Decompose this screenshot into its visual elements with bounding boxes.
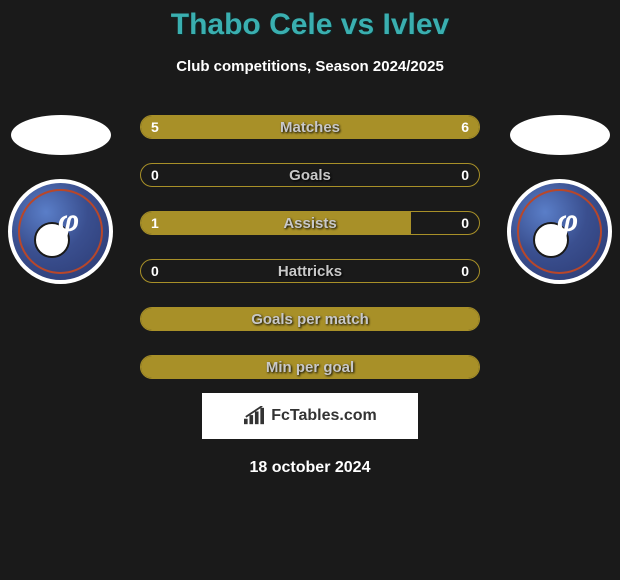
stat-row-goals-per-match: Goals per match <box>140 307 480 331</box>
watermark-logo-box: FcTables.com <box>202 393 418 439</box>
stat-label: Assists <box>283 215 336 232</box>
date-text: 18 october 2024 <box>250 459 371 477</box>
stat-row-min-per-goal: Min per goal <box>140 355 480 379</box>
stat-label: Hattricks <box>278 263 342 280</box>
infographic-container: Thabo Cele vs Ivlev Club competitions, S… <box>0 0 620 580</box>
stat-row-matches: 5 Matches 6 <box>140 115 480 139</box>
stat-row-hattricks: 0 Hattricks 0 <box>140 259 480 283</box>
stat-value-left: 0 <box>151 167 159 183</box>
stat-label: Min per goal <box>266 359 354 376</box>
stat-label: Matches <box>280 119 340 136</box>
player-right-column: φ <box>507 115 612 284</box>
subtitle: Club competitions, Season 2024/2025 <box>176 58 444 75</box>
comparison-title: Thabo Cele vs Ivlev <box>171 8 449 42</box>
stat-value-left: 1 <box>151 215 159 231</box>
player-right-avatar-placeholder <box>510 115 610 155</box>
stat-value-right: 0 <box>461 215 469 231</box>
stats-section: 5 Matches 6 0 Goals 0 1 Assists 0 0 Hatt… <box>140 115 480 379</box>
stat-label: Goals per match <box>251 311 369 328</box>
stat-fill-left <box>141 116 295 138</box>
watermark-text: FcTables.com <box>271 407 377 425</box>
badge-letter-icon: φ <box>557 205 578 239</box>
player-left-column: φ <box>8 115 113 284</box>
stat-value-right: 0 <box>461 167 469 183</box>
player-left-club-badge: φ <box>8 179 113 284</box>
player-left-avatar-placeholder <box>11 115 111 155</box>
badge-letter-icon: φ <box>58 205 79 239</box>
fctables-chart-icon <box>243 406 265 426</box>
stat-row-goals: 0 Goals 0 <box>140 163 480 187</box>
stat-label: Goals <box>289 167 331 184</box>
stat-value-left: 5 <box>151 119 159 135</box>
stat-value-right: 0 <box>461 263 469 279</box>
stat-fill-left <box>141 212 411 234</box>
player-right-club-badge: φ <box>507 179 612 284</box>
stat-value-right: 6 <box>461 119 469 135</box>
stat-row-assists: 1 Assists 0 <box>140 211 480 235</box>
stat-value-left: 0 <box>151 263 159 279</box>
